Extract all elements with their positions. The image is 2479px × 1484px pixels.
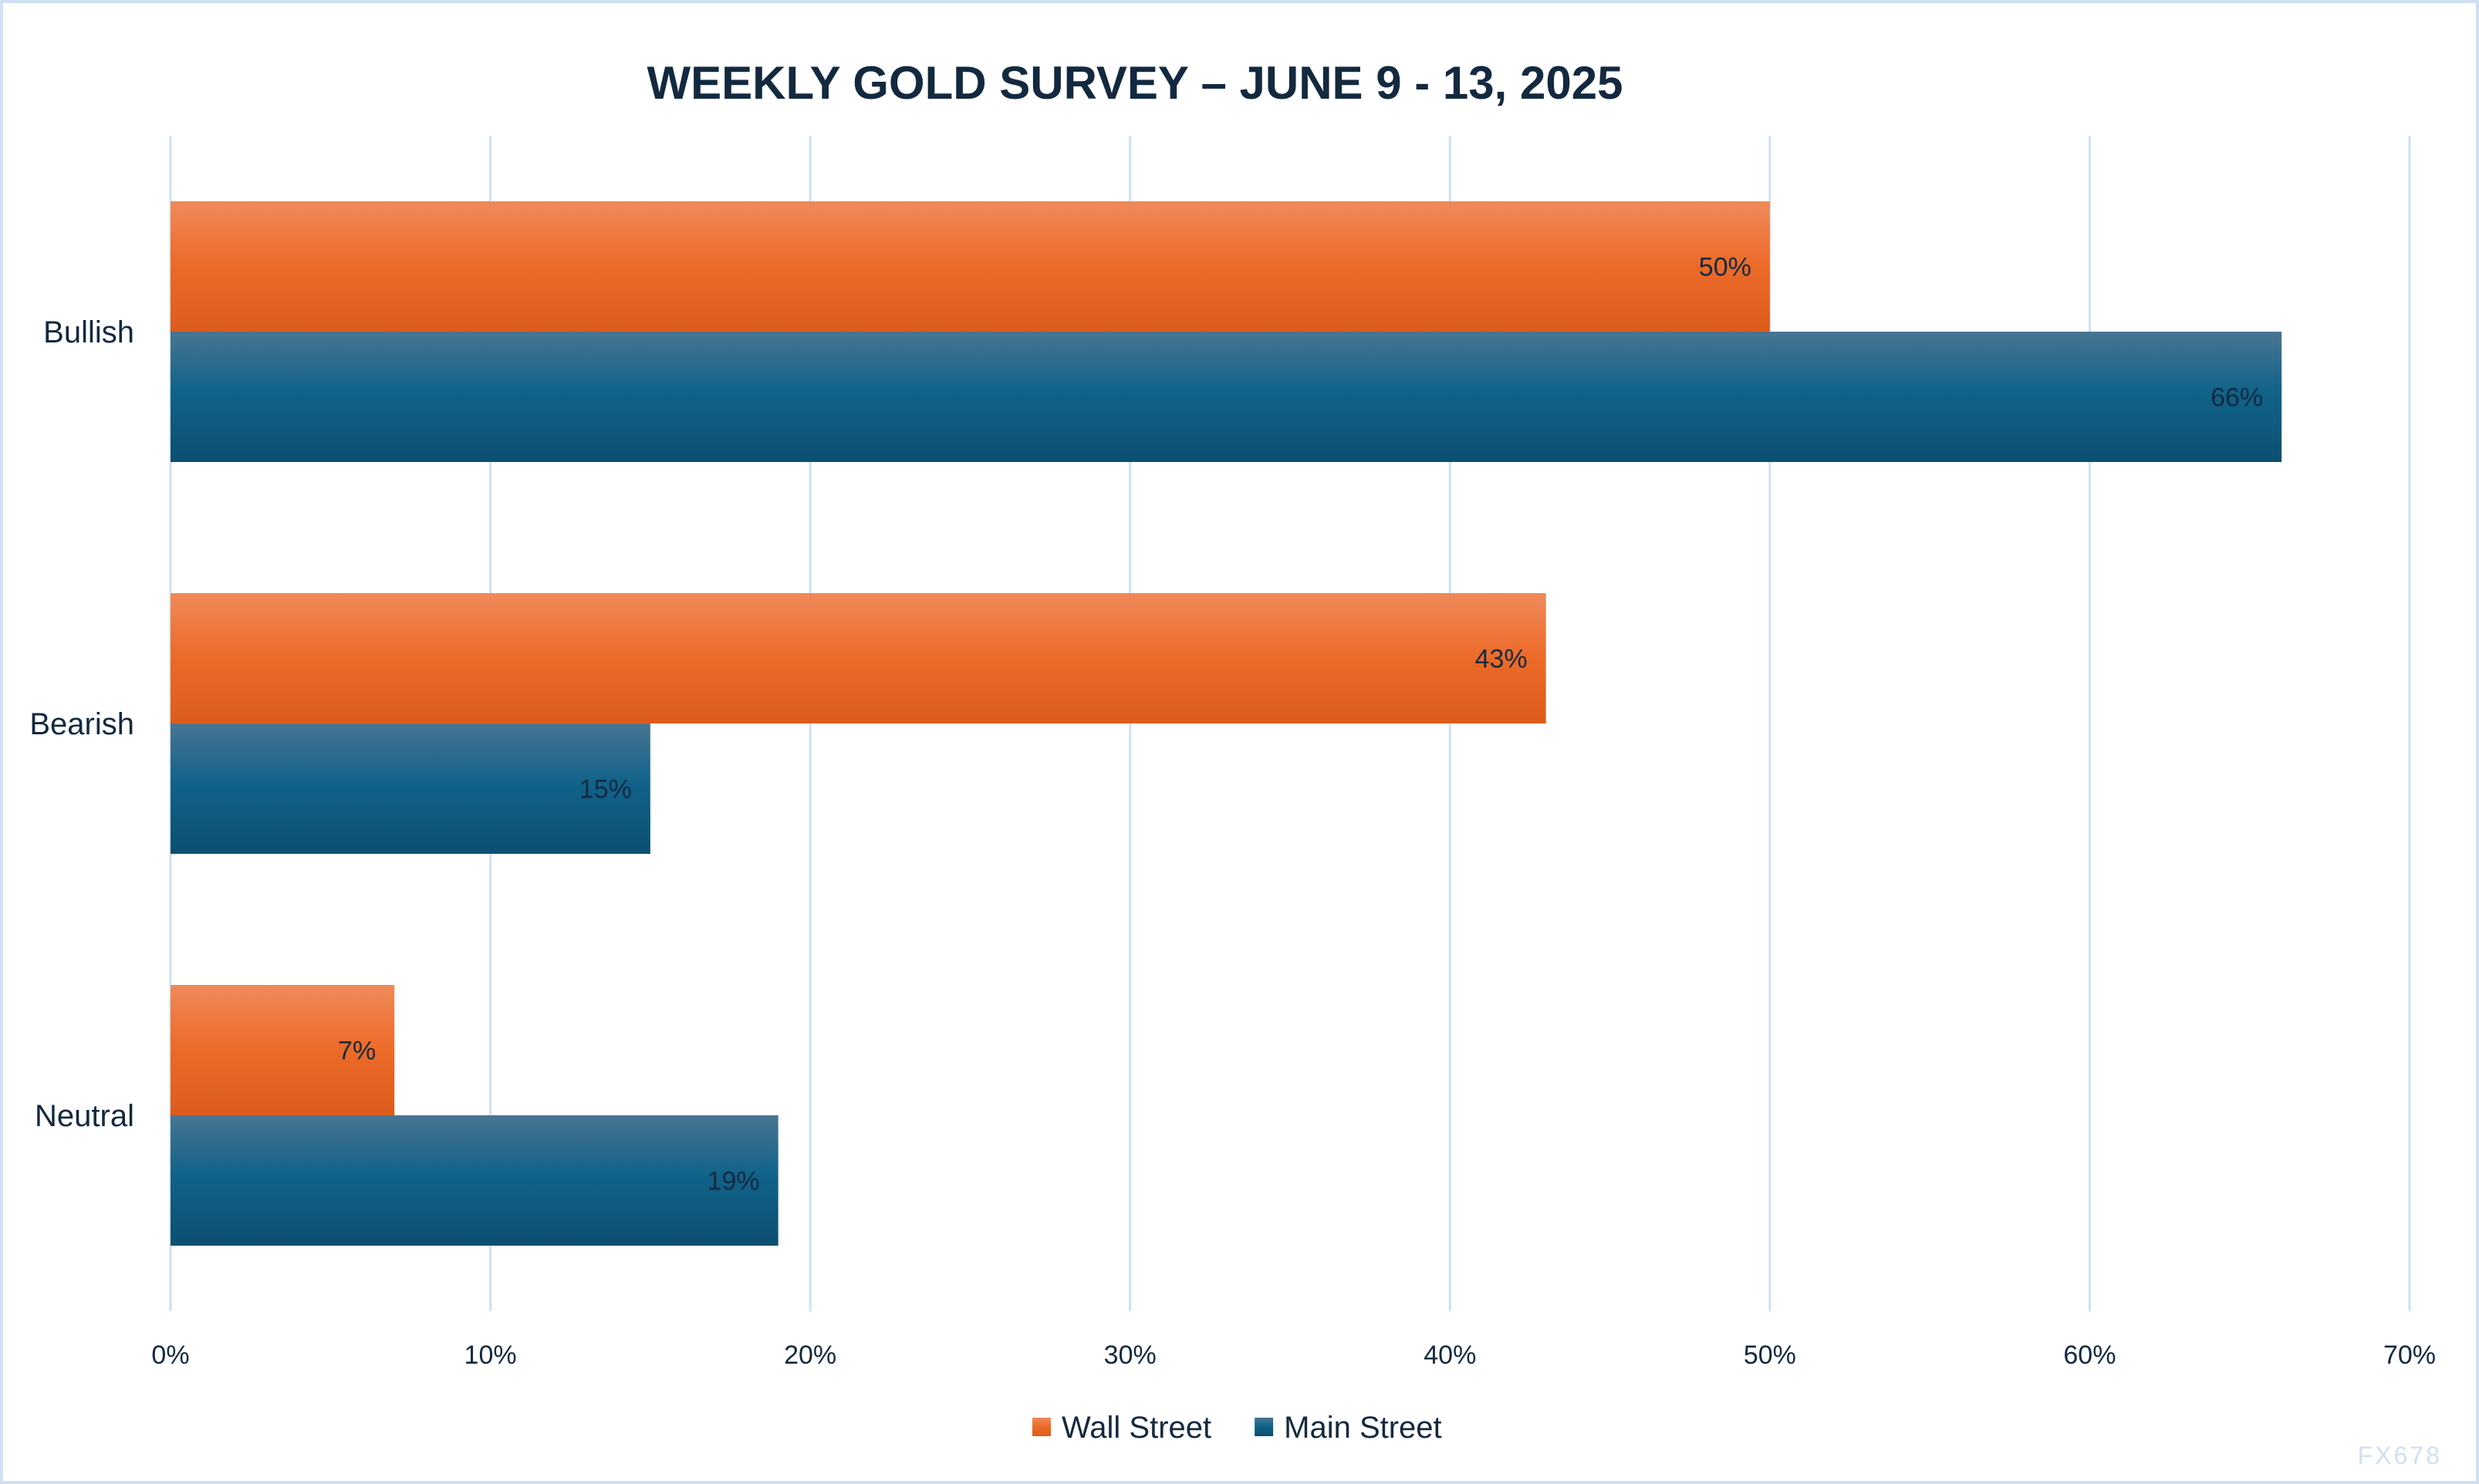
- bar-main-street-neutral: [171, 1115, 778, 1246]
- category-label: Neutral: [35, 1099, 134, 1133]
- data-label: 50%: [1699, 253, 1751, 282]
- x-tick-label: 50%: [1744, 1341, 1796, 1370]
- legend-label: Wall Street: [1062, 1411, 1211, 1445]
- x-tick-label: 0%: [151, 1341, 189, 1370]
- category-label: Bearish: [29, 707, 134, 741]
- chart-title: WEEKLY GOLD SURVEY – JUNE 9 - 13, 2025: [647, 57, 1623, 109]
- bar-main-street-bullish: [171, 332, 2282, 462]
- x-tick-label: 60%: [2063, 1341, 2116, 1370]
- watermark: FX678: [2358, 1442, 2442, 1469]
- data-label: 43%: [1475, 645, 1528, 674]
- category-label: Bullish: [43, 315, 134, 349]
- legend-swatch: [1032, 1418, 1051, 1436]
- x-tick-label: 40%: [1424, 1341, 1476, 1370]
- data-label: 66%: [2210, 383, 2263, 413]
- bar-wall-street-neutral: [171, 985, 395, 1115]
- data-label: 15%: [579, 775, 632, 804]
- bar-wall-street-bearish: [171, 593, 1546, 723]
- data-label: 19%: [708, 1167, 760, 1196]
- x-tick-label: 10%: [464, 1341, 517, 1370]
- legend-swatch: [1255, 1418, 1274, 1436]
- x-tick-label: 20%: [784, 1341, 836, 1370]
- x-tick-label: 70%: [2383, 1341, 2436, 1370]
- x-tick-label: 30%: [1104, 1341, 1157, 1370]
- data-label: 7%: [338, 1037, 376, 1066]
- legend-label: Main Street: [1284, 1411, 1442, 1445]
- bar-wall-street-bullish: [171, 201, 1770, 332]
- bar-main-street-bearish: [171, 723, 650, 854]
